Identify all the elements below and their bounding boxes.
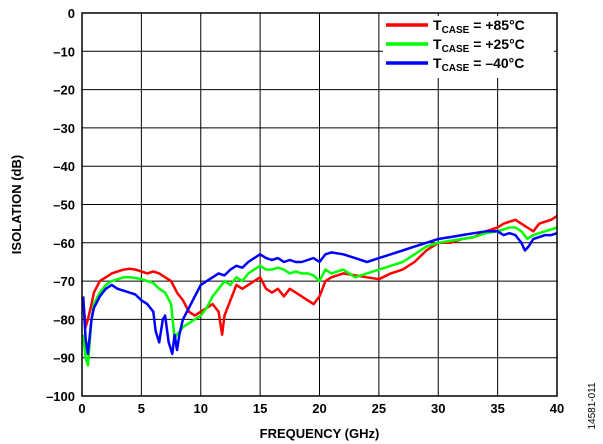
x-tick-label: 15 <box>253 401 267 416</box>
x-tick-label: 25 <box>372 401 386 416</box>
plot-frame <box>81 12 558 397</box>
x-tick-label: 40 <box>550 401 564 416</box>
y-tick-label: –90 <box>53 351 75 366</box>
y-tick-label: –30 <box>53 121 75 136</box>
x-tick-label: 30 <box>431 401 445 416</box>
series-line-2 <box>81 226 558 367</box>
y-tick-label: –50 <box>53 198 75 213</box>
legend-entry-label: TCASE = –40°C <box>433 55 524 74</box>
x-tick-label: 5 <box>138 401 145 416</box>
y-axis-title: ISOLATION (dB) <box>9 155 24 254</box>
y-tick-label: –40 <box>53 159 75 174</box>
y-tick-label: –20 <box>53 83 75 98</box>
y-tick-label: 0 <box>68 6 75 21</box>
x-tick-label: 35 <box>490 401 504 416</box>
y-tick-label: –10 <box>53 44 75 59</box>
x-tick-label: 10 <box>194 401 208 416</box>
legend-entry-label: TCASE = +25°C <box>433 36 525 55</box>
tick-labels: 0 5 10 15 20 25 30 35 40 0 –10 –20 –30 –40 –50 –60 –70 –8… <box>46 6 564 416</box>
series-line-3 <box>81 230 558 356</box>
y-tick-label: –80 <box>53 312 75 327</box>
y-tick-label: –100 <box>46 389 75 404</box>
y-tick-label: –70 <box>53 274 75 289</box>
y-tick-label: –60 <box>53 236 75 251</box>
series-lines <box>81 214 558 367</box>
figure-id: 14581-011 <box>587 382 598 430</box>
legend-entry-label: TCASE = +85°C <box>433 17 525 36</box>
x-axis-title: FREQUENCY (GHz) <box>260 426 380 441</box>
x-tick-label: 0 <box>78 401 85 416</box>
x-tick-label: 20 <box>312 401 326 416</box>
